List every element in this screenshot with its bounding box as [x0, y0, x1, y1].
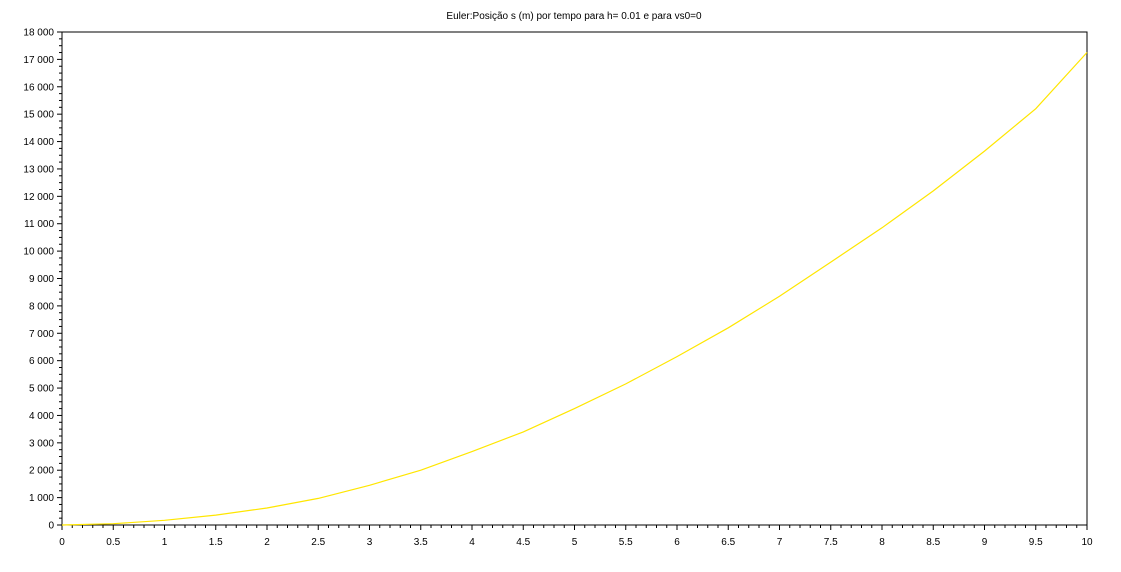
y-tick-label: 1 000 [29, 493, 54, 504]
y-tick-label: 2 000 [29, 466, 54, 477]
y-tick-label: 3 000 [29, 438, 54, 449]
x-tick-label: 6.5 [721, 537, 735, 548]
x-tick-label: 9 [982, 537, 988, 548]
x-tick-label: 8.5 [926, 537, 940, 548]
x-tick-label: 1 [162, 537, 168, 548]
x-tick-label: 2 [264, 537, 270, 548]
y-tick-label: 11 000 [24, 219, 54, 230]
x-tick-label: 10 [1081, 537, 1093, 548]
y-tick-label: 8 000 [29, 301, 54, 312]
plot-border [61, 31, 1088, 526]
y-tick-label: 6 000 [29, 356, 54, 367]
x-tick-label: 0.5 [106, 537, 120, 548]
x-tick-label: 2.5 [311, 537, 325, 548]
x-tick-label: 5.5 [619, 537, 633, 548]
y-tick-label: 15 000 [23, 110, 54, 121]
x-tick-label: 8 [879, 537, 885, 548]
y-tick-label: 17 000 [23, 55, 54, 66]
x-tick-label: 6 [674, 537, 680, 548]
y-tick-label: 5 000 [29, 384, 54, 395]
x-tick-label: 7 [777, 537, 783, 548]
x-tick-label: 3.5 [414, 537, 428, 548]
y-tick-label: 7 000 [29, 329, 54, 340]
y-tick-label: 12 000 [23, 192, 54, 203]
y-axis: 0 1 000 2 000 3 000 4 000 5 000 6 000 7 000 8 00… [23, 28, 62, 532]
x-tick-label: 3 [367, 537, 373, 548]
y-tick-label: 0 [48, 521, 54, 532]
x-tick-label: 4 [469, 537, 475, 548]
series-layer [61, 52, 1088, 526]
x-tick-label: 9.5 [1029, 537, 1043, 548]
x-axis: 0 0.5 1 1.5 2 2.5 3 3.5 4 4.5 5 5.5 6 6.5 7 7.5 8 8.5 9 9.5… [59, 525, 1093, 548]
y-tick-label: 10 000 [23, 247, 54, 258]
series-line [61, 52, 1088, 526]
y-tick-label: 16 000 [23, 82, 54, 93]
x-tick-label: 0 [59, 537, 65, 548]
x-tick-label: 1.5 [209, 537, 223, 548]
y-tick-label: 4 000 [29, 411, 54, 422]
y-tick-label: 9 000 [29, 274, 54, 285]
x-tick-label: 5 [572, 537, 578, 548]
x-tick-label: 4.5 [516, 537, 530, 548]
y-tick-label: 18 000 [23, 28, 54, 39]
chart-title: Euler:Posição s (m) por tempo para h= 0.… [446, 11, 702, 22]
y-tick-label: 14 000 [23, 137, 54, 148]
plot-frame [61, 31, 1088, 526]
x-tick-label: 7.5 [824, 537, 838, 548]
y-tick-label: 13 000 [23, 164, 54, 175]
